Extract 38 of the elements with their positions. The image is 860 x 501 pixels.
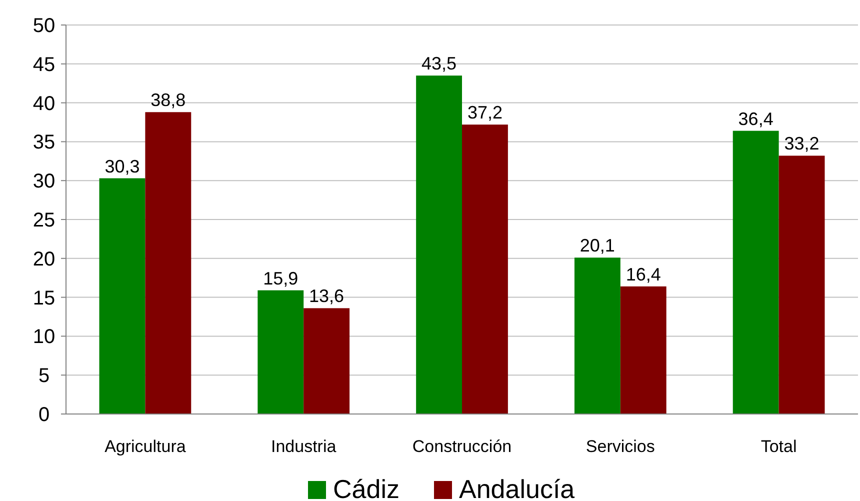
y-tick-label: 25 [32, 210, 56, 232]
data-label: 20,1 [580, 236, 615, 256]
y-tick-label: 50 [32, 15, 56, 37]
y-tick-label: 5 [38, 365, 50, 388]
y-tick-label: 20 [32, 248, 56, 270]
data-label: 43,5 [422, 54, 457, 74]
bar [778, 156, 825, 414]
y-tick-label: 40 [32, 92, 56, 115]
legend-label: Cádiz [333, 474, 400, 501]
bar [145, 112, 192, 414]
data-label: 33,2 [784, 134, 820, 154]
x-tick-label: Industria [271, 437, 337, 456]
y-tick-label: 10 [32, 326, 56, 348]
bar [462, 124, 508, 414]
data-label: 13,6 [309, 286, 344, 306]
x-tick-label: Agricultura [104, 437, 186, 456]
data-label: 15,9 [263, 268, 298, 288]
bar [620, 286, 666, 414]
x-tick-label: Construcción [412, 437, 512, 456]
data-label: 16,4 [626, 264, 661, 284]
bar [416, 76, 462, 414]
y-tick-label: 30 [32, 170, 56, 193]
y-tick-label: 0 [38, 404, 50, 426]
bar [258, 290, 304, 414]
data-label: 38,8 [150, 90, 186, 110]
data-label: 36,4 [738, 108, 774, 129]
data-label: 30,3 [104, 156, 140, 176]
bar [574, 258, 620, 414]
x-tick-label: Servicios [586, 437, 655, 456]
y-tick-label: 15 [32, 287, 56, 310]
legend-label: Andalucía [459, 474, 576, 501]
y-tick-label: 35 [32, 132, 56, 154]
data-label: 37,2 [467, 102, 502, 123]
bar [732, 130, 779, 414]
bar [304, 308, 350, 414]
bar [99, 178, 146, 414]
y-tick-label: 45 [32, 54, 56, 76]
x-tick-label: Total [760, 437, 797, 456]
